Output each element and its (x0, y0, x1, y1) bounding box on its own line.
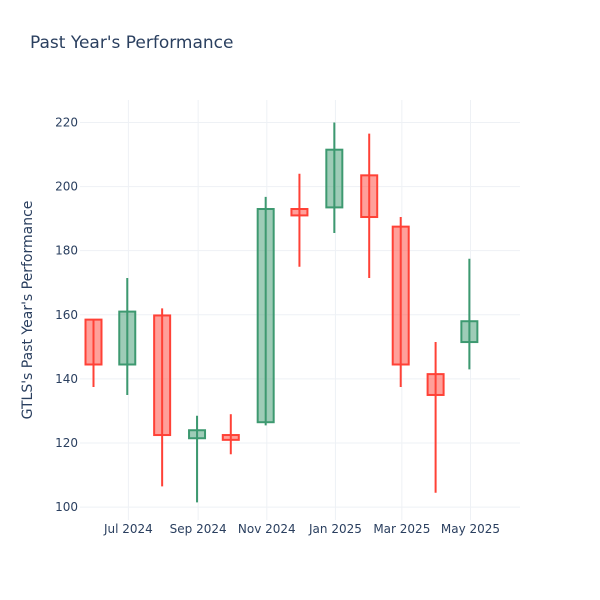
candle-decreasing (221, 414, 240, 455)
x-tick-label: Nov 2024 (238, 522, 296, 536)
candle-increasing (325, 122, 344, 234)
candle-body (460, 320, 479, 344)
candle-body (391, 225, 410, 366)
candle-body (256, 208, 275, 424)
y-tick-label: 180 (55, 244, 78, 258)
candle-body (153, 314, 172, 437)
candle-decreasing (426, 342, 445, 493)
candle-decreasing (360, 133, 379, 278)
candle-decreasing (84, 318, 103, 387)
y-axis-ticks: 100 120 140 160 180 200 220 (55, 115, 78, 514)
candle-body (221, 434, 240, 441)
candle-decreasing (391, 217, 410, 387)
y-tick-label: 120 (55, 436, 78, 450)
candle-body (118, 310, 137, 366)
x-tick-label: Jan 2025 (308, 522, 362, 536)
y-tick-label: 160 (55, 308, 78, 322)
candle-increasing (460, 258, 479, 370)
candle-body (290, 208, 309, 217)
candles (84, 122, 479, 503)
x-tick-label: Mar 2025 (373, 522, 430, 536)
grid-lines (80, 100, 520, 520)
y-tick-label: 140 (55, 372, 78, 386)
x-tick-label: Jul 2024 (103, 522, 153, 536)
candle-body (426, 373, 445, 396)
x-tick-label: Sep 2024 (170, 522, 227, 536)
x-axis-ticks: Jul 2024 Sep 2024 Nov 2024 Jan 2025 Mar 2025… (103, 522, 500, 536)
candle-body (325, 148, 344, 209)
y-tick-label: 220 (55, 115, 78, 129)
y-tick-label: 100 (55, 500, 78, 514)
candle-decreasing (153, 308, 172, 487)
x-tick-label: May 2025 (441, 522, 500, 536)
candle-body (188, 429, 207, 440)
candle-body (360, 174, 379, 219)
y-tick-label: 200 (55, 180, 78, 194)
y-axis-label: GTLS's Past Year's Performance (20, 201, 36, 420)
candle-decreasing (290, 173, 309, 267)
candle-increasing (188, 415, 207, 503)
candle-increasing (256, 196, 275, 426)
chart-title: Past Year's Performance (30, 33, 234, 53)
candle-increasing (118, 277, 137, 395)
candle-body (84, 318, 103, 366)
